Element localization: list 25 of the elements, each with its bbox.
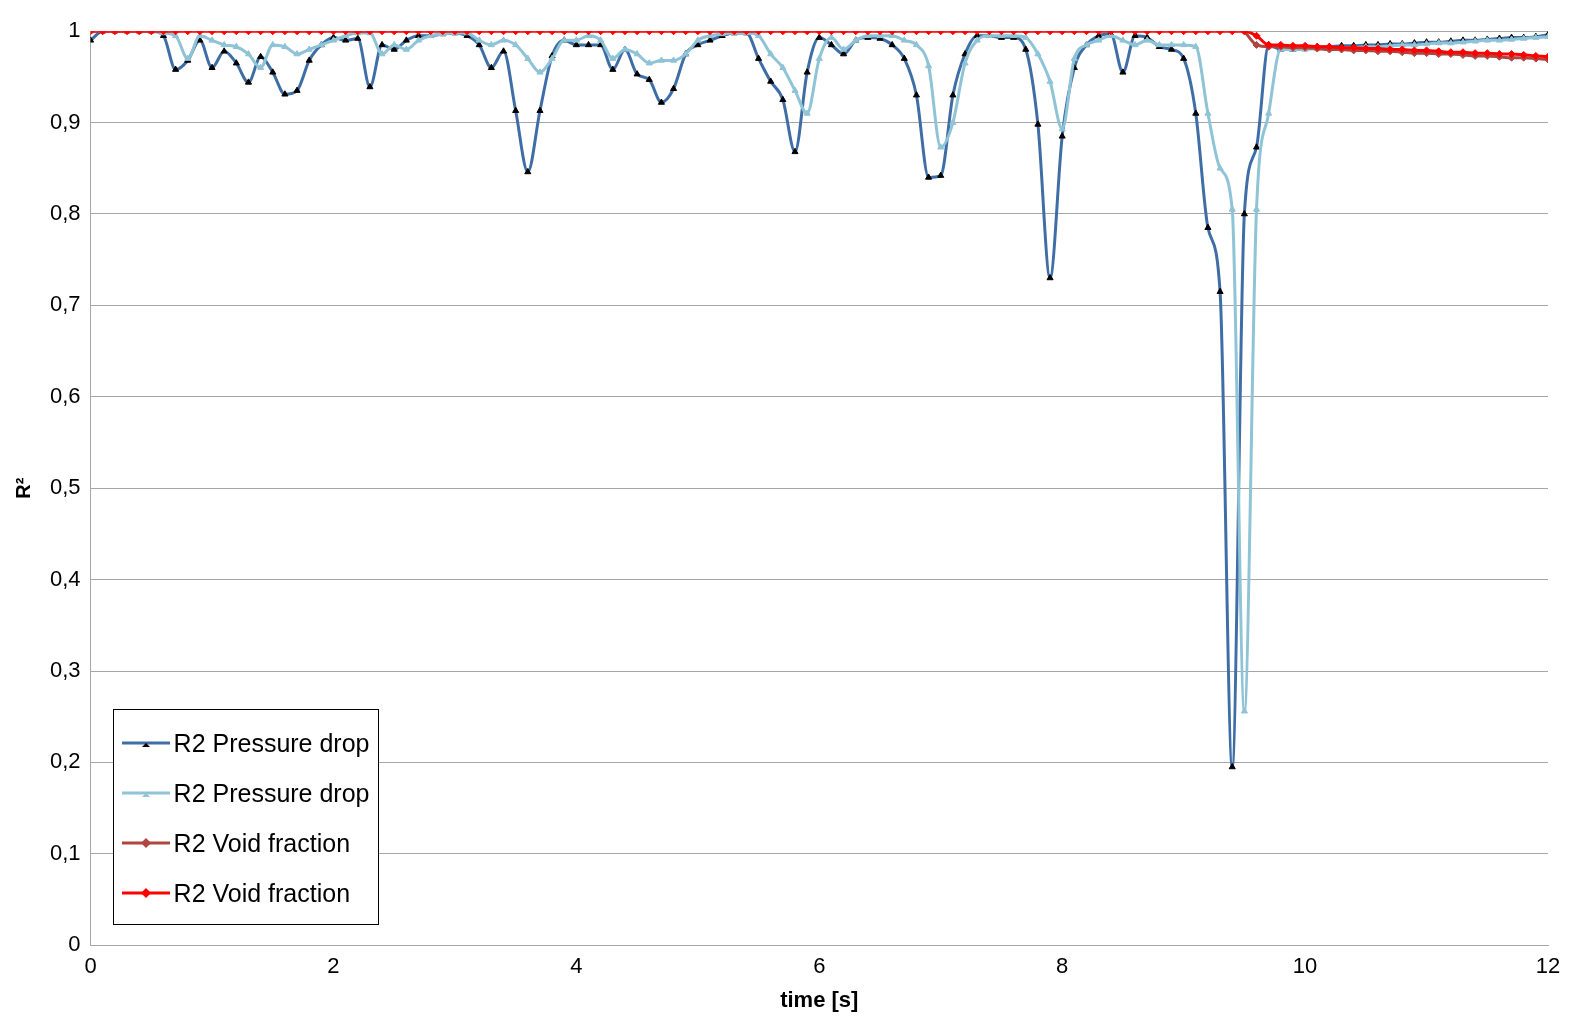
y-tick-label: 0,8 — [49, 200, 81, 226]
y-tick-label: 0,9 — [49, 108, 81, 134]
y-axis-title: R² — [11, 477, 34, 499]
x-tick-label: 12 — [1535, 953, 1561, 979]
y-tick-label: 0,6 — [49, 382, 81, 408]
y-tick-label: 0,2 — [49, 748, 81, 774]
x-axis-title: time [s] — [780, 986, 859, 1012]
y-tick-label: 0,3 — [49, 657, 81, 683]
y-tick-label: 1 — [68, 17, 81, 43]
y-tick-label: 0,1 — [49, 839, 81, 865]
point — [1252, 40, 1261, 49]
x-tick-label: 2 — [327, 953, 340, 979]
x-tick-label: 6 — [813, 953, 826, 979]
y-tick-label: 0,7 — [49, 291, 81, 317]
x-tick-label: 10 — [1292, 953, 1318, 979]
x-tick-label: 0 — [84, 953, 97, 979]
legend-label: R2 Void fraction — [173, 878, 351, 908]
legend-label: R2 Pressure drop — [173, 778, 370, 808]
y-tick-label: 0 — [68, 931, 81, 957]
x-tick-label: 4 — [570, 953, 583, 979]
legend-label: R2 Void fraction — [173, 828, 351, 858]
y-tick-label: 0,4 — [49, 565, 81, 591]
legend-label: R2 Pressure drop — [173, 728, 370, 758]
x-tick-label: 8 — [1056, 953, 1069, 979]
y-tick-label: 0,5 — [49, 474, 81, 500]
